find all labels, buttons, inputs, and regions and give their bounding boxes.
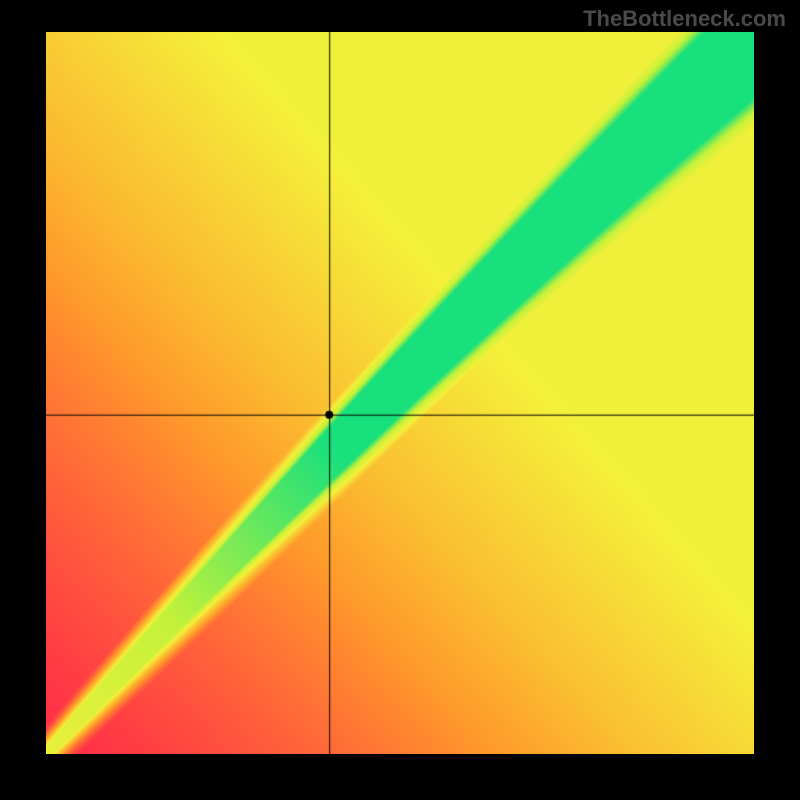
watermark-text: TheBottleneck.com: [583, 6, 786, 32]
heatmap-canvas: [46, 32, 754, 754]
bottleneck-heatmap: [46, 32, 754, 754]
